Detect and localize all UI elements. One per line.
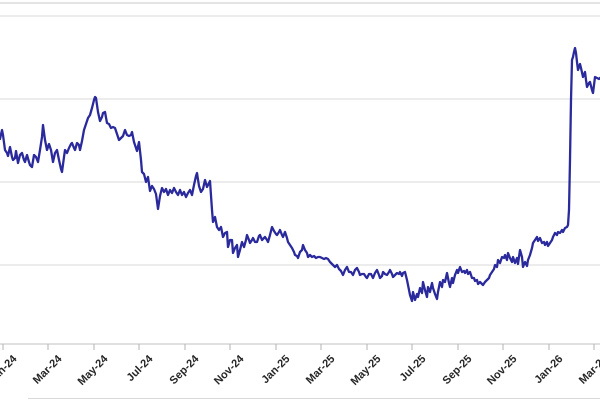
axis-group (0, 343, 600, 399)
price-series-line (0, 46, 600, 303)
series-group (0, 46, 600, 303)
gridlines-group (0, 2, 600, 266)
